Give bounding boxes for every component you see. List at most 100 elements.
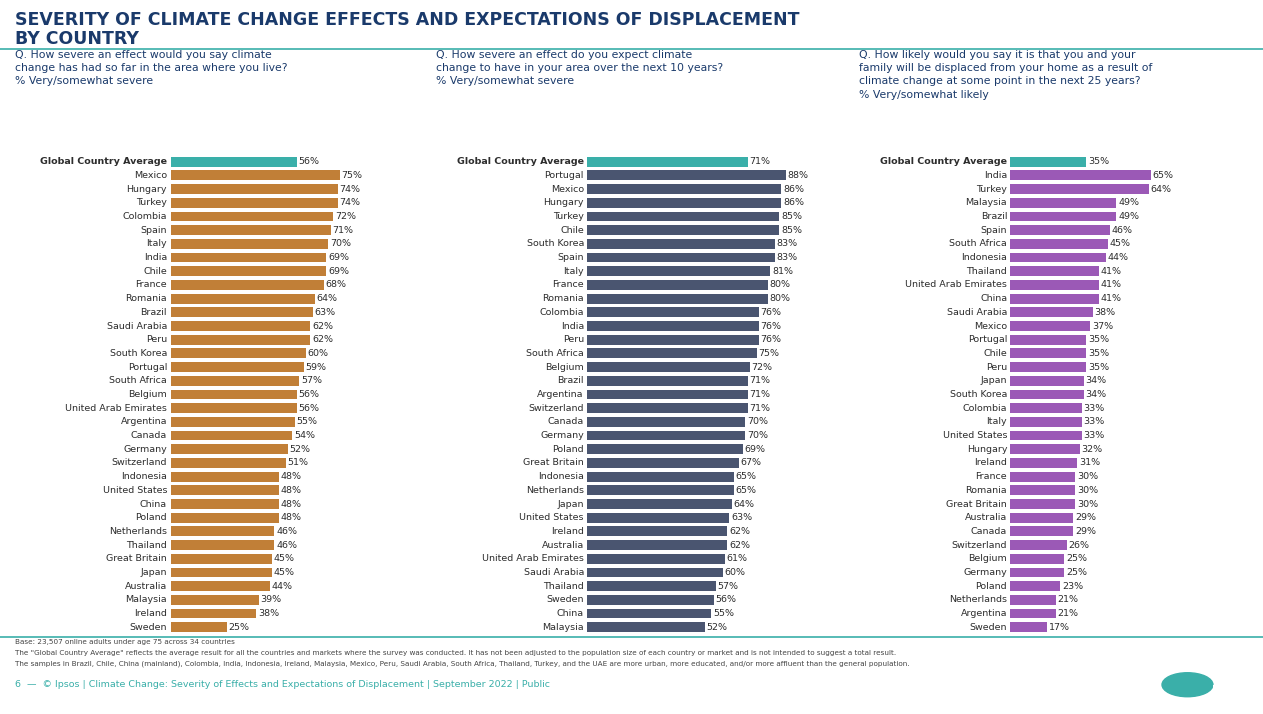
Bar — [1010, 390, 1084, 399]
Text: South Africa: South Africa — [527, 349, 584, 358]
Text: 85%: 85% — [781, 226, 802, 235]
Text: 48%: 48% — [280, 513, 302, 522]
Bar — [1010, 321, 1090, 331]
Text: 67%: 67% — [740, 458, 762, 468]
Text: Indonesia: Indonesia — [961, 253, 1007, 262]
Text: 72%: 72% — [335, 212, 356, 221]
Text: Belgium: Belgium — [969, 554, 1007, 563]
Text: South Africa: South Africa — [950, 239, 1007, 248]
Text: Canada: Canada — [131, 431, 167, 440]
Bar — [1010, 239, 1108, 248]
Text: 30%: 30% — [1077, 472, 1098, 481]
Text: United States: United States — [519, 513, 584, 522]
Text: Hungary: Hungary — [966, 445, 1007, 454]
Bar — [587, 308, 759, 317]
Text: Germany: Germany — [124, 445, 167, 454]
Bar — [587, 595, 714, 605]
Text: 64%: 64% — [734, 500, 754, 508]
Bar — [171, 417, 294, 427]
Text: 71%: 71% — [749, 390, 770, 399]
Text: Romania: Romania — [965, 486, 1007, 495]
Bar — [587, 321, 759, 331]
Text: Saudi Arabia: Saudi Arabia — [107, 321, 167, 331]
Bar — [587, 499, 731, 509]
Text: Argentina: Argentina — [538, 390, 584, 399]
Text: Portugal: Portugal — [967, 335, 1007, 344]
Text: Netherlands: Netherlands — [950, 595, 1007, 604]
Bar — [171, 444, 288, 454]
Text: Argentina: Argentina — [121, 418, 167, 426]
Text: 35%: 35% — [1087, 349, 1109, 358]
Text: 45%: 45% — [1109, 239, 1130, 248]
Bar — [587, 239, 774, 248]
Text: Italy: Italy — [563, 267, 584, 276]
Text: 33%: 33% — [1084, 418, 1105, 426]
Bar — [587, 568, 722, 578]
Text: 60%: 60% — [725, 568, 745, 577]
Text: Italy: Italy — [147, 239, 167, 248]
Text: 44%: 44% — [272, 582, 293, 590]
Text: 38%: 38% — [1094, 308, 1115, 317]
Text: Sweden: Sweden — [130, 623, 167, 632]
Text: 71%: 71% — [749, 403, 770, 413]
Text: 51%: 51% — [288, 458, 308, 468]
Bar — [171, 581, 270, 591]
Text: 64%: 64% — [317, 294, 337, 303]
Text: Brazil: Brazil — [980, 212, 1007, 221]
Text: China: China — [140, 500, 167, 508]
Text: 69%: 69% — [328, 253, 349, 262]
Text: Spain: Spain — [557, 253, 584, 262]
Text: Spain: Spain — [980, 226, 1007, 235]
Bar — [587, 472, 734, 481]
Text: 31%: 31% — [1079, 458, 1100, 468]
Bar — [1010, 526, 1074, 536]
Text: 62%: 62% — [729, 527, 750, 536]
Bar — [171, 253, 326, 263]
Text: 62%: 62% — [312, 335, 333, 344]
Text: Indonesia: Indonesia — [538, 472, 584, 481]
Text: The "Global Country Average" reflects the average result for all the countries a: The "Global Country Average" reflects th… — [15, 650, 897, 655]
Text: Japan: Japan — [557, 500, 584, 508]
Text: 63%: 63% — [731, 513, 753, 522]
Text: Belgium: Belgium — [129, 390, 167, 399]
Bar — [1010, 184, 1149, 194]
Bar — [1010, 376, 1084, 386]
Text: Peru: Peru — [145, 335, 167, 344]
Text: Base: 23,507 online adults under age 75 across 34 countries: Base: 23,507 online adults under age 75 … — [15, 639, 235, 645]
Text: 57%: 57% — [301, 376, 322, 386]
Text: Netherlands: Netherlands — [525, 486, 584, 495]
Text: 45%: 45% — [274, 568, 294, 577]
Text: Poland: Poland — [135, 513, 167, 522]
Bar — [587, 417, 745, 427]
Text: 55%: 55% — [297, 418, 317, 426]
Text: 21%: 21% — [1057, 609, 1079, 618]
Text: 62%: 62% — [729, 540, 750, 550]
Text: 74%: 74% — [340, 185, 360, 193]
Text: BY COUNTRY: BY COUNTRY — [15, 30, 139, 48]
Text: 6  —  © Ipsos | Climate Change: Severity of Effects and Expectations of Displace: 6 — © Ipsos | Climate Change: Severity o… — [15, 680, 551, 689]
Bar — [171, 403, 297, 413]
Bar — [587, 362, 750, 372]
Text: United Arab Emirates: United Arab Emirates — [66, 403, 167, 413]
Text: Sweden: Sweden — [547, 595, 584, 604]
Text: Canada: Canada — [548, 418, 584, 426]
Text: 49%: 49% — [1118, 198, 1139, 207]
Text: Hungary: Hungary — [126, 185, 167, 193]
Bar — [1010, 554, 1065, 564]
Bar — [171, 335, 311, 345]
Text: Romania: Romania — [125, 294, 167, 303]
Bar — [1010, 211, 1116, 221]
Bar — [587, 253, 774, 263]
Bar — [171, 239, 328, 248]
Text: 86%: 86% — [783, 185, 805, 193]
Text: 29%: 29% — [1075, 513, 1096, 522]
Bar — [171, 486, 279, 496]
Text: Indonesia: Indonesia — [121, 472, 167, 481]
Bar — [587, 335, 759, 345]
Bar — [171, 376, 299, 386]
Bar — [1010, 581, 1060, 591]
Text: 33%: 33% — [1084, 403, 1105, 413]
Bar — [587, 431, 745, 441]
Bar — [171, 526, 274, 536]
Bar — [1010, 403, 1082, 413]
